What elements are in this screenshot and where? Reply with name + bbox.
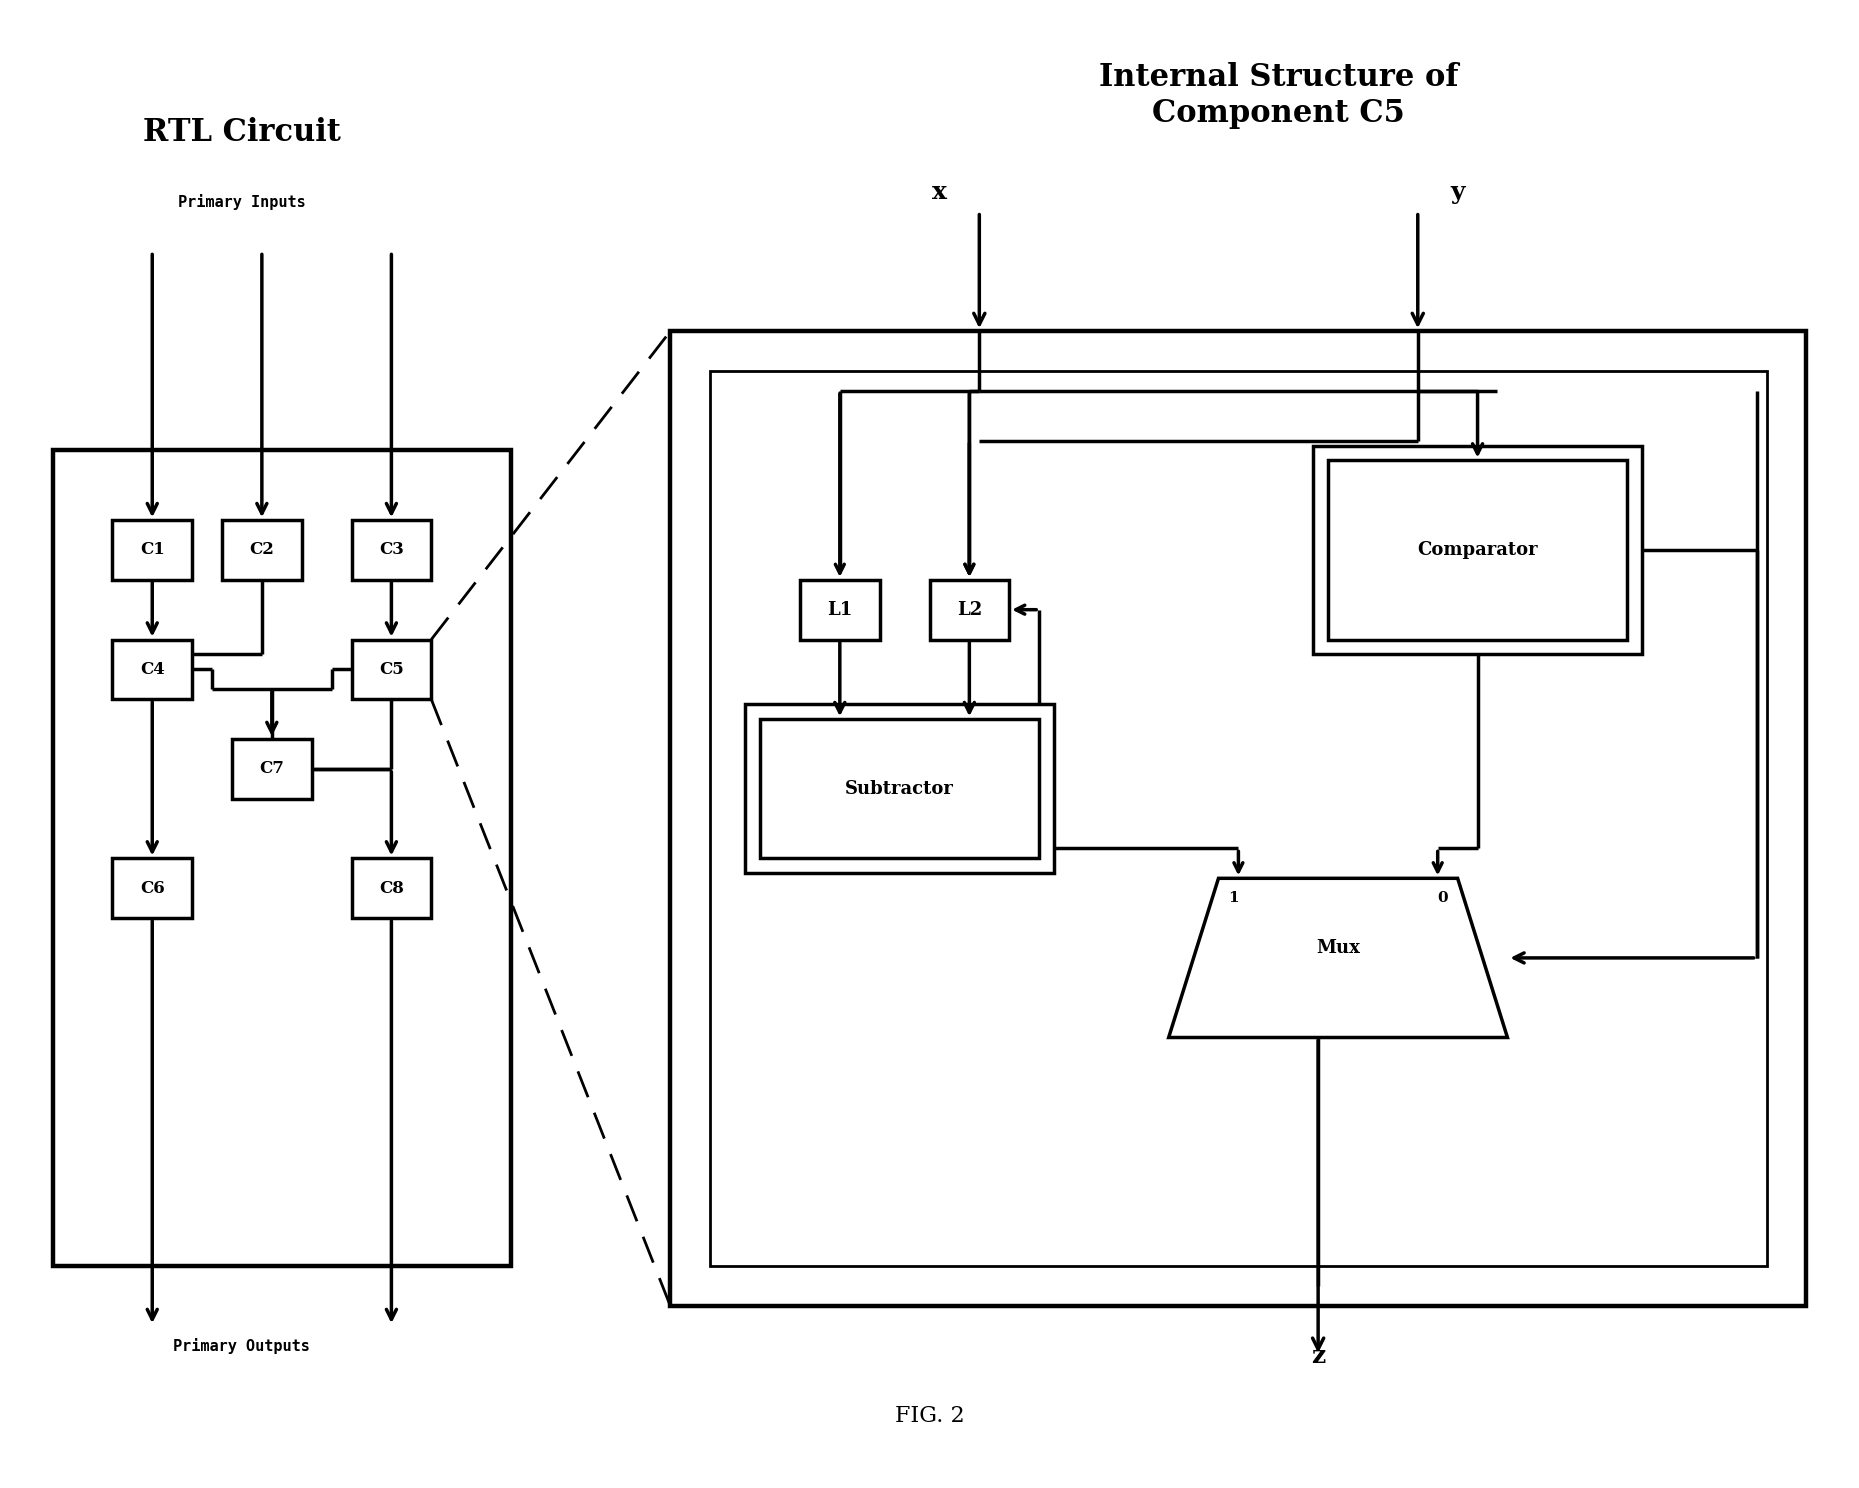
Text: C3: C3 bbox=[379, 542, 403, 558]
Text: 0: 0 bbox=[1437, 891, 1448, 905]
FancyBboxPatch shape bbox=[112, 640, 191, 699]
Text: C7: C7 bbox=[260, 760, 284, 777]
Text: FIG. 2: FIG. 2 bbox=[894, 1405, 965, 1427]
Text: Subtractor: Subtractor bbox=[846, 780, 954, 798]
Text: C5: C5 bbox=[379, 661, 403, 679]
Text: C6: C6 bbox=[139, 879, 165, 897]
FancyBboxPatch shape bbox=[52, 451, 511, 1266]
FancyBboxPatch shape bbox=[1312, 445, 1641, 655]
Polygon shape bbox=[1169, 878, 1508, 1037]
Text: Comparator: Comparator bbox=[1417, 542, 1537, 559]
Text: Mux: Mux bbox=[1316, 939, 1361, 957]
FancyBboxPatch shape bbox=[351, 640, 431, 699]
Text: y: y bbox=[1450, 180, 1465, 204]
Text: x: x bbox=[931, 180, 946, 204]
FancyBboxPatch shape bbox=[351, 859, 431, 918]
Text: C8: C8 bbox=[379, 879, 403, 897]
FancyBboxPatch shape bbox=[760, 719, 1039, 859]
FancyBboxPatch shape bbox=[745, 704, 1054, 873]
Text: Primary Outputs: Primary Outputs bbox=[173, 1338, 310, 1354]
FancyBboxPatch shape bbox=[351, 521, 431, 580]
FancyBboxPatch shape bbox=[671, 332, 1807, 1306]
FancyBboxPatch shape bbox=[930, 580, 1009, 640]
FancyBboxPatch shape bbox=[112, 521, 191, 580]
FancyBboxPatch shape bbox=[799, 580, 879, 640]
Text: L1: L1 bbox=[827, 601, 853, 619]
Text: Primary Inputs: Primary Inputs bbox=[178, 193, 307, 210]
FancyBboxPatch shape bbox=[221, 521, 301, 580]
FancyBboxPatch shape bbox=[710, 371, 1766, 1266]
Text: L2: L2 bbox=[957, 601, 982, 619]
Text: 1: 1 bbox=[1229, 891, 1240, 905]
Text: C1: C1 bbox=[139, 542, 165, 558]
FancyBboxPatch shape bbox=[112, 859, 191, 918]
Text: z: z bbox=[1311, 1344, 1325, 1367]
Text: RTL Circuit: RTL Circuit bbox=[143, 116, 340, 147]
FancyBboxPatch shape bbox=[1327, 460, 1627, 640]
FancyBboxPatch shape bbox=[232, 740, 312, 799]
Text: C4: C4 bbox=[139, 661, 165, 679]
Text: Internal Structure of
Component C5: Internal Structure of Component C5 bbox=[1099, 62, 1457, 129]
Text: C2: C2 bbox=[249, 542, 275, 558]
